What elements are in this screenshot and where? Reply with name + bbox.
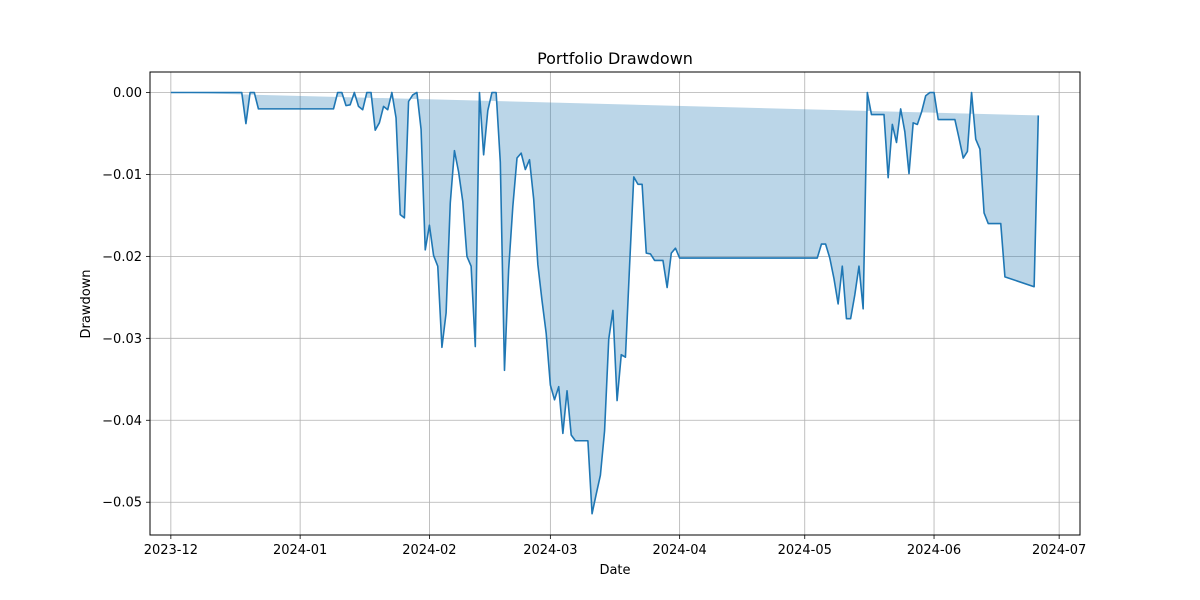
x-tick-label: 2024-01 [273,543,327,558]
x-axis-label: Date [599,563,630,578]
x-tick-label: 2024-04 [652,543,706,558]
drawdown-line [170,91,1040,515]
x-tick-label: 2024-03 [523,543,577,558]
chart-title: Portfolio Drawdown [537,49,693,68]
x-tick-label: 2023-12 [144,543,198,558]
grid [150,72,1080,535]
y-tick-label: −0.01 [102,168,142,183]
y-axis-label: Drawdown [79,269,94,338]
y-tick-label: −0.04 [102,414,142,429]
y-tick-label: −0.05 [102,496,142,511]
x-tick-label: 2024-05 [778,543,832,558]
y-tick-label: −0.02 [102,250,142,265]
drawdown-area-fill [170,92,1039,514]
y-tick-label: −0.03 [102,332,142,347]
y-axis: 0.00 −0.01 −0.02 −0.03 −0.04 −0.05 [102,86,150,511]
x-tick-label: 2024-06 [907,543,961,558]
x-axis: 2023-12 2024-01 2024-02 2024-03 2024-04 2024-… [144,535,1086,558]
x-tick-label: 2024-02 [402,543,456,558]
x-tick-label: 2024-07 [1032,543,1086,558]
y-tick-label: 0.00 [113,86,142,101]
plot-frame [149,71,1081,536]
